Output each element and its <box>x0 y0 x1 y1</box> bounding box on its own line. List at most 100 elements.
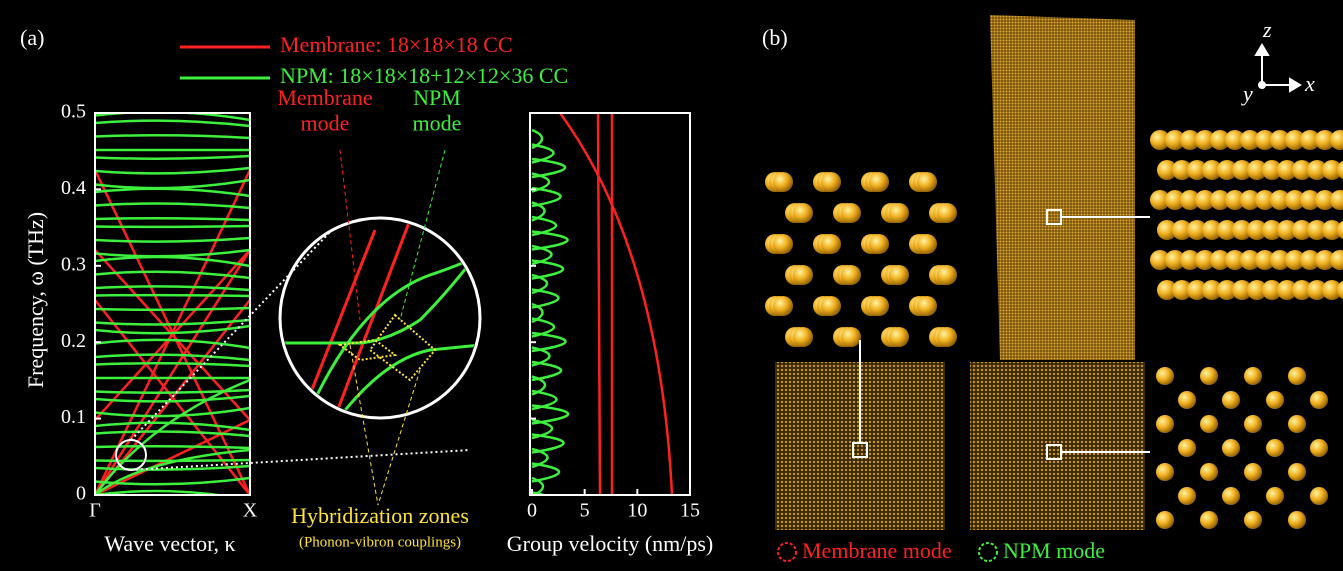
illustration-curve <box>95 249 250 495</box>
annotation-line <box>399 149 446 321</box>
atom <box>821 234 841 254</box>
atom <box>1202 160 1222 180</box>
annotation-line <box>339 149 361 321</box>
atom <box>1217 280 1237 300</box>
atom <box>937 265 957 285</box>
y-tick-label: 0.2 <box>61 330 86 352</box>
plot-frame <box>94 112 251 496</box>
atom <box>1180 130 1200 150</box>
atom <box>1262 220 1282 240</box>
atom <box>1187 160 1207 180</box>
atom <box>1200 463 1218 481</box>
slab-image <box>990 15 1135 360</box>
atom <box>1310 439 1328 457</box>
panel-label: (a) <box>20 25 44 50</box>
atom <box>1187 220 1207 240</box>
atom <box>1292 160 1312 180</box>
atom <box>1330 190 1343 210</box>
atom <box>1202 220 1222 240</box>
illustration-curve <box>95 285 250 292</box>
atom <box>1232 220 1252 240</box>
dispersion-curves <box>95 113 250 495</box>
illustration-curve <box>95 293 250 298</box>
illustration-curve <box>531 157 567 179</box>
illustration-curve <box>95 224 250 229</box>
axis-glyph-label: y <box>1241 81 1253 106</box>
atom <box>1330 130 1343 150</box>
atom <box>1337 220 1343 240</box>
atom <box>1217 160 1237 180</box>
atom <box>1244 415 1262 433</box>
atom <box>1244 463 1262 481</box>
atom <box>1277 280 1297 300</box>
atom <box>1255 190 1275 210</box>
atom <box>773 296 793 316</box>
y-axis-label: Frequency, ω (THz) <box>23 212 48 388</box>
atom <box>841 265 861 285</box>
atom <box>1178 487 1196 505</box>
atom <box>841 327 861 347</box>
illustration-curve <box>95 154 250 160</box>
illustration-curve <box>531 230 569 251</box>
y-tick-label: 0.5 <box>61 101 86 123</box>
atom <box>793 265 813 285</box>
x-axis-label: Wave vector, κ <box>104 531 235 556</box>
x-axis-label: Group velocity (nm/ps) <box>507 531 714 556</box>
atom <box>1195 190 1215 210</box>
x-tick-label: X <box>243 500 258 522</box>
illustration-curve <box>95 421 250 432</box>
atom <box>1300 250 1320 270</box>
illustration-curve <box>95 187 250 198</box>
illustration-curve <box>596 113 602 495</box>
illustration-curve <box>531 128 544 150</box>
illustration-curve <box>95 270 250 280</box>
y-tick-label: 0.4 <box>61 177 86 199</box>
atom <box>1200 511 1218 529</box>
atom <box>1165 190 1185 210</box>
atom <box>889 265 909 285</box>
illustration-curve <box>95 362 250 368</box>
atom <box>793 327 813 347</box>
illustration-curve <box>95 178 250 190</box>
atom <box>1322 220 1342 240</box>
atom <box>1262 280 1282 300</box>
illustration-curve <box>531 433 565 454</box>
x-tick-label: 10 <box>627 500 647 522</box>
atom <box>1307 220 1327 240</box>
illustration-curve <box>558 113 674 495</box>
atom <box>937 327 957 347</box>
atom <box>1156 463 1174 481</box>
legend-entry: Membrane: 18×18×18 CC <box>280 32 513 57</box>
atom <box>1270 190 1290 210</box>
atom <box>1277 160 1297 180</box>
atom <box>1200 415 1218 433</box>
atom <box>1285 250 1305 270</box>
atom <box>1288 463 1306 481</box>
illustration-curve <box>95 338 250 350</box>
atom <box>869 234 889 254</box>
atom <box>889 327 909 347</box>
illustration-curve <box>531 288 560 309</box>
atom <box>1247 280 1267 300</box>
atom <box>1337 160 1343 180</box>
annotation: Hybridization zones <box>291 503 469 528</box>
axis-glyph-label: x <box>1304 71 1315 96</box>
illustration-curve <box>531 360 563 382</box>
atom <box>1266 439 1284 457</box>
atom <box>1307 160 1327 180</box>
illustration-curve <box>95 202 250 210</box>
atom <box>1157 220 1177 240</box>
y-tick-label: 0.3 <box>61 253 86 275</box>
y-tick-label: 0 <box>76 483 86 505</box>
annotation: Membrane mode <box>277 85 372 135</box>
atom <box>917 172 937 192</box>
atom-images <box>765 130 1343 529</box>
legend-entry: Membrane mode <box>802 538 952 563</box>
atom <box>1292 280 1312 300</box>
atom <box>1156 367 1174 385</box>
atom <box>1310 487 1328 505</box>
legend-entry: NPM: 18×18×18+12×12×36 CC <box>280 63 568 88</box>
legend-swatch <box>777 542 797 562</box>
atom <box>1337 280 1343 300</box>
